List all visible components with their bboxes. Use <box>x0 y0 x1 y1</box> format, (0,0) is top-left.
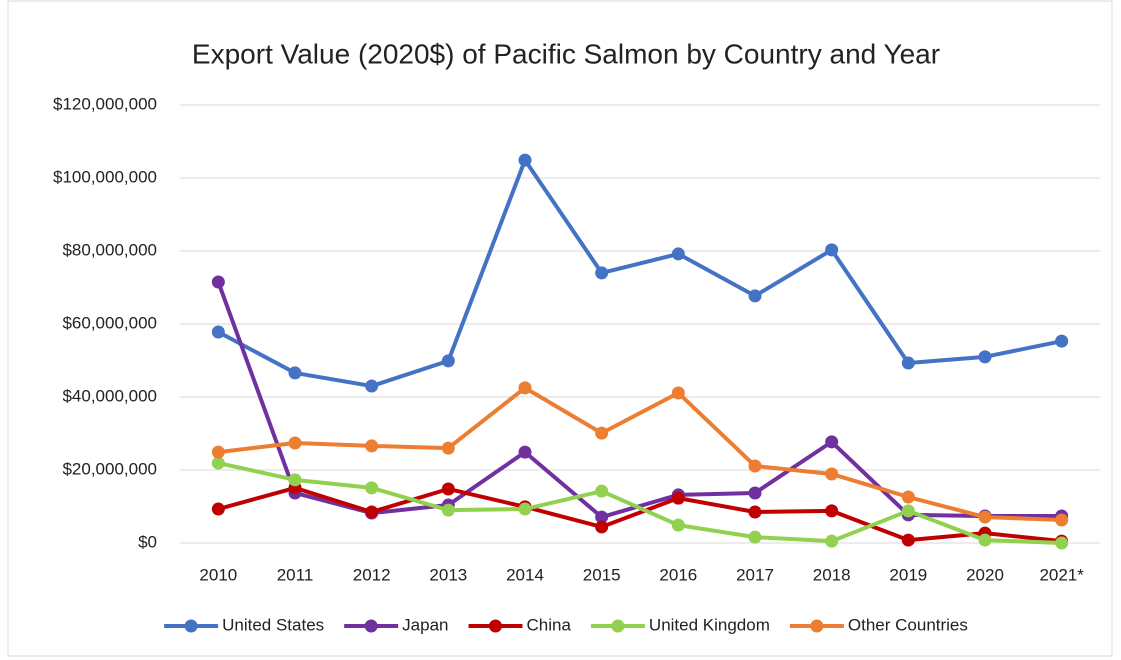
legend-item: Japan <box>344 615 449 634</box>
data-point <box>671 386 685 400</box>
data-point <box>595 484 609 498</box>
legend-label: United States <box>222 615 324 634</box>
data-point <box>1055 536 1069 550</box>
x-tick-label: 2010 <box>199 565 237 584</box>
data-point <box>211 445 225 459</box>
data-point <box>748 459 762 473</box>
data-point <box>365 439 379 453</box>
data-point <box>288 436 302 450</box>
data-point <box>901 504 915 518</box>
data-point <box>288 473 302 487</box>
data-point <box>825 467 839 481</box>
data-point <box>441 503 455 517</box>
data-point <box>365 481 379 495</box>
x-tick-label: 2011 <box>277 565 314 584</box>
x-tick-label: 2018 <box>813 565 851 584</box>
data-point <box>825 243 839 257</box>
legend-item: United Kingdom <box>590 615 770 634</box>
data-point <box>595 266 609 280</box>
x-tick-label: 2013 <box>429 565 467 584</box>
x-tick-label: 2017 <box>736 565 774 584</box>
data-point <box>825 435 839 449</box>
data-point <box>671 518 685 532</box>
data-point <box>748 505 762 519</box>
data-point <box>978 350 992 364</box>
x-tick-label: 2014 <box>506 565 544 584</box>
data-point <box>518 381 532 395</box>
data-point <box>825 534 839 548</box>
data-point <box>978 510 992 524</box>
data-point <box>518 153 532 167</box>
series-line <box>217 461 1062 545</box>
data-point <box>748 530 762 544</box>
data-point <box>748 486 762 500</box>
data-point <box>518 445 532 459</box>
legend-marker <box>611 619 625 633</box>
data-point <box>748 289 762 303</box>
data-point <box>901 490 915 504</box>
y-tick-label: $120,000,000 <box>53 94 157 113</box>
legend-marker <box>810 619 824 633</box>
legend-label: United Kingdom <box>649 615 770 634</box>
x-tick-label: 2016 <box>659 565 697 584</box>
data-point <box>671 491 685 505</box>
data-point <box>825 504 839 518</box>
y-tick-label: $0 <box>138 532 157 551</box>
data-point <box>595 520 609 534</box>
data-point <box>211 325 225 339</box>
series-line <box>217 485 1062 544</box>
x-tick-label: 2020 <box>966 565 1004 584</box>
x-tick-label: 2019 <box>889 565 927 584</box>
data-point <box>211 456 225 470</box>
legend-marker <box>364 619 378 633</box>
series-line <box>217 158 1063 389</box>
data-point <box>288 366 302 380</box>
data-point <box>211 275 225 289</box>
data-point <box>901 533 915 547</box>
y-tick-label: $20,000,000 <box>62 459 157 478</box>
data-point <box>901 356 915 370</box>
data-point <box>595 510 609 524</box>
legend-item: China <box>468 615 572 634</box>
data-point <box>365 379 379 393</box>
legend-marker <box>184 619 198 633</box>
x-tick-label: 2015 <box>583 565 621 584</box>
data-point <box>365 505 379 519</box>
legend-label: Other Countries <box>848 615 968 634</box>
data-point <box>441 354 455 368</box>
y-tick-label: $40,000,000 <box>62 386 157 405</box>
legend-label: China <box>527 615 572 634</box>
y-tick-label: $60,000,000 <box>62 313 157 332</box>
y-tick-label: $100,000,000 <box>53 167 157 186</box>
legend-item: Other Countries <box>789 615 968 634</box>
data-point <box>978 533 992 547</box>
data-point <box>671 247 685 261</box>
data-point <box>441 482 455 496</box>
x-tick-label: 2021* <box>1039 565 1084 584</box>
x-tick-label: 2012 <box>353 565 391 584</box>
y-tick-label: $80,000,000 <box>62 240 157 259</box>
chart-frame <box>7 0 1113 657</box>
data-point <box>518 502 532 516</box>
legend-marker <box>489 619 502 633</box>
chart-title: Export Value (2020$) of Pacific Salmon b… <box>192 38 940 69</box>
data-point <box>211 502 225 516</box>
data-point <box>595 426 609 440</box>
legend-item: United States <box>164 615 324 634</box>
legend-label: Japan <box>402 615 448 634</box>
data-point <box>441 441 455 455</box>
data-point <box>1055 513 1069 527</box>
series-line <box>218 385 1062 523</box>
data-point <box>1055 334 1069 348</box>
